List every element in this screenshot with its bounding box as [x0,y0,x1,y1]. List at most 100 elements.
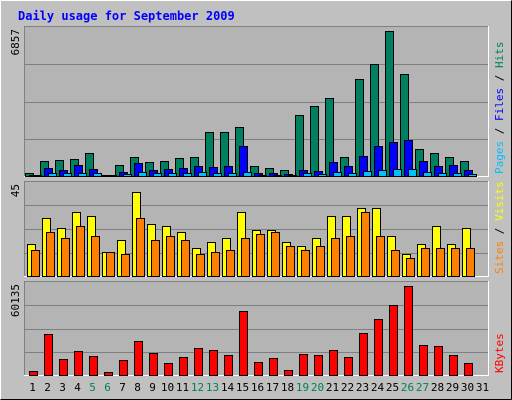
x-tick-label: 7 [119,381,126,394]
bar-pages-day-11 [183,173,192,177]
bar-kbytes-day-27 [419,345,428,376]
bar-pages-day-9 [153,173,162,177]
bar-sites-day-1 [31,250,40,277]
bar-sites-day-27 [421,248,430,277]
x-tick-label: 31 [476,381,489,394]
bar-pages-day-18 [288,175,297,177]
bar-sites-day-13 [211,252,220,277]
bar-sites-day-5 [91,236,100,277]
x-tick-label: 15 [236,381,249,394]
bar-sites-day-25 [391,250,400,277]
legend-entry: Visits [493,181,506,221]
x-tick-label: 27 [416,381,429,394]
bar-pages-day-8 [138,172,147,177]
bar-sites-day-14 [226,250,235,277]
legend-entry: / [493,68,506,88]
legend-entry: / [493,121,506,141]
bar-pages-day-28 [438,173,447,177]
x-tick-label: 10 [161,381,174,394]
x-tick-label: 8 [134,381,141,394]
bar-sites-day-6 [106,252,115,277]
y-max-label: 45 [9,184,22,197]
bar-kbytes-day-19 [299,354,308,376]
bar-kbytes-day-24 [374,319,383,376]
x-tick-label: 18 [281,381,294,394]
bar-kbytes-day-2 [44,334,53,376]
bar-pages-day-22 [348,173,357,177]
bar-kbytes-day-10 [164,363,173,376]
bar-kbytes-day-28 [434,346,443,376]
bar-kbytes-day-1 [29,371,38,376]
x-tick-label: 22 [341,381,354,394]
legend: Pages / Files / Hits [493,42,506,175]
bar-pages-day-30 [468,174,477,177]
x-tick-label: 5 [89,381,96,394]
x-tick-label: 28 [431,381,444,394]
y-max-label: 60135 [9,284,22,317]
legend-entry: Hits [493,42,506,69]
bar-pages-day-21 [333,172,342,177]
bar-kbytes-day-29 [449,355,458,376]
x-tick-label: 2 [44,381,51,394]
bar-sites-day-8 [136,218,145,277]
x-tick-label: 19 [296,381,309,394]
bar-kbytes-day-11 [179,357,188,376]
x-tick-label: 30 [461,381,474,394]
bar-pages-day-26 [408,169,417,177]
bar-kbytes-day-14 [224,355,233,376]
bar-pages-day-19 [303,173,312,177]
bar-sites-day-3 [61,238,70,277]
x-axis-labels: 1 2 3 4 5 6 7 8 9 10 11 12 13 14 15 16 17 18 19 20 21 22 23 24 2… [29,381,489,394]
bar-pages-day-14 [228,173,237,177]
bar-hits-day-20 [310,106,319,177]
bar-pages-day-27 [423,172,432,177]
bar-kbytes-day-22 [344,357,353,376]
bar-pages-day-20 [318,174,327,177]
legend-entry: Files [493,88,506,121]
bar-kbytes-day-12 [194,348,203,376]
x-tick-label: 21 [326,381,339,394]
x-tick-label: 14 [221,381,235,394]
bar-pages-day-29 [453,173,462,177]
chart-panels: 6857 Pages / Files / Hits 45 Sites / Visits… [9,26,506,376]
bar-pages-day-16 [258,175,267,177]
bar-kbytes-day-9 [149,353,158,376]
panel-visits-sites: 45 Sites / Visits [9,181,506,277]
bar-pages-day-13 [213,173,222,177]
bar-pages-day-25 [393,169,402,177]
bar-sites-day-9 [151,240,160,277]
bar-kbytes-day-4 [74,351,83,376]
bar-sites-day-22 [346,236,355,277]
bar-kbytes-day-3 [59,359,68,376]
x-tick-label: 23 [356,381,369,394]
bar-kbytes-day-25 [389,305,398,376]
x-tick-label: 11 [176,381,189,394]
legend-entry: Sites [493,241,506,274]
bar-pages-day-24 [378,170,387,177]
legend-entry: Pages [493,141,506,174]
legend: Sites / Visits [493,181,506,274]
bar-pages-day-15 [243,172,252,177]
bar-sites-day-28 [436,248,445,277]
x-tick-label: 6 [104,381,111,394]
bar-sites-day-21 [331,238,340,277]
bar-kbytes-day-6 [104,372,113,376]
x-tick-label: 26 [401,381,414,394]
y-max-label: 6857 [9,29,22,56]
bar-kbytes-day-26 [404,286,413,376]
bar-pages-day-12 [198,172,207,177]
x-tick-label: 9 [149,381,156,394]
x-tick-label: 16 [251,381,264,394]
x-tick-label: 25 [386,381,399,394]
bar-kbytes-day-20 [314,355,323,376]
x-tick-label: 20 [311,381,324,394]
panel-hits-files-pages: 6857 Pages / Files / Hits [9,26,506,177]
bar-kbytes-day-21 [329,350,338,376]
bar-pages-day-10 [168,173,177,177]
bar-pages-day-1 [33,175,42,177]
bar-pages-day-4 [78,173,87,177]
bar-sites-day-20 [316,246,325,277]
bar-sites-day-17 [271,232,280,277]
bar-pages-day-2 [48,173,57,177]
x-tick-label: 29 [446,381,459,394]
